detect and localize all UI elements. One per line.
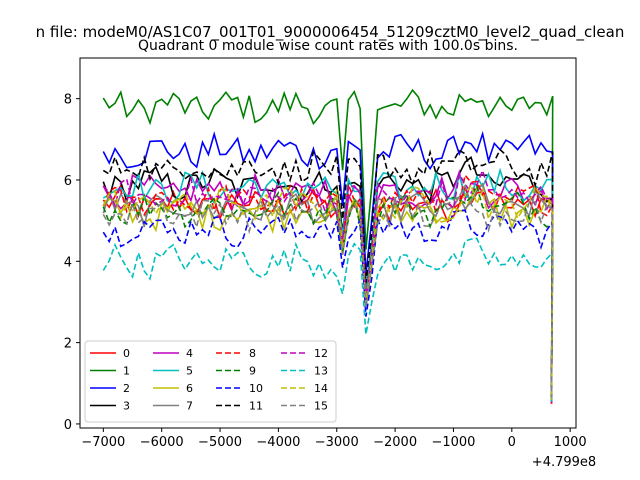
- x-tick-label: −4000: [256, 435, 300, 450]
- y-tick-label: 4: [64, 255, 72, 270]
- legend-label-6: 6: [186, 382, 193, 395]
- legend-label-5: 5: [186, 365, 193, 378]
- legend-label-14: 14: [314, 382, 328, 395]
- legend-label-11: 11: [249, 400, 263, 413]
- legend-label-7: 7: [186, 400, 193, 413]
- x-tick-label: −2000: [373, 435, 417, 450]
- y-tick-label: 2: [64, 337, 72, 352]
- series-line-14: [102, 182, 554, 400]
- legend-label-10: 10: [249, 382, 263, 395]
- series-line-15: [102, 183, 554, 398]
- legend-label-1: 1: [123, 365, 130, 378]
- legend-label-0: 0: [123, 347, 130, 360]
- x-offset-label: +4.799e8: [532, 455, 596, 470]
- y-tick-label: 6: [64, 174, 72, 189]
- x-tick-label: −1000: [431, 435, 475, 450]
- legend-label-9: 9: [249, 365, 256, 378]
- x-tick-label: −5000: [198, 435, 242, 450]
- legend-label-4: 4: [186, 347, 193, 360]
- chart-suptitle: n file: modeM0/AS1C07_001T01_9000006454_…: [36, 23, 625, 42]
- series-line-10: [102, 209, 554, 400]
- x-tick-label: −3000: [315, 435, 359, 450]
- series-line-2: [102, 130, 554, 400]
- legend-label-12: 12: [314, 347, 328, 360]
- x-tick-label: −7000: [81, 435, 125, 450]
- legend-label-13: 13: [314, 365, 328, 378]
- series-line-9: [102, 183, 554, 402]
- legend-label-2: 2: [123, 382, 130, 395]
- legend-label-3: 3: [123, 400, 130, 413]
- legend-label-15: 15: [314, 400, 328, 413]
- y-axis: 0 2 4 6 8: [64, 93, 80, 433]
- plot-frame: [79, 57, 577, 429]
- x-axis: −7000 −6000 −5000 −4000 −3000 −2000 −1000 0 1000: [81, 428, 587, 450]
- chart-title: Quadrant 0 module wise count rates with …: [138, 38, 518, 54]
- series-line-1: [102, 88, 554, 402]
- series-line-8: [102, 173, 554, 404]
- series-line-11: [102, 148, 554, 398]
- x-tick-label: −6000: [140, 435, 184, 450]
- x-tick-label: 1000: [554, 435, 587, 450]
- legend-box: [84, 340, 337, 423]
- series-line-12: [102, 168, 554, 404]
- legend-label-8: 8: [249, 347, 256, 360]
- y-tick-label: 0: [64, 418, 72, 433]
- y-tick-label: 8: [64, 93, 72, 108]
- series-line-13: [102, 237, 554, 402]
- x-tick-label: 0: [508, 435, 516, 450]
